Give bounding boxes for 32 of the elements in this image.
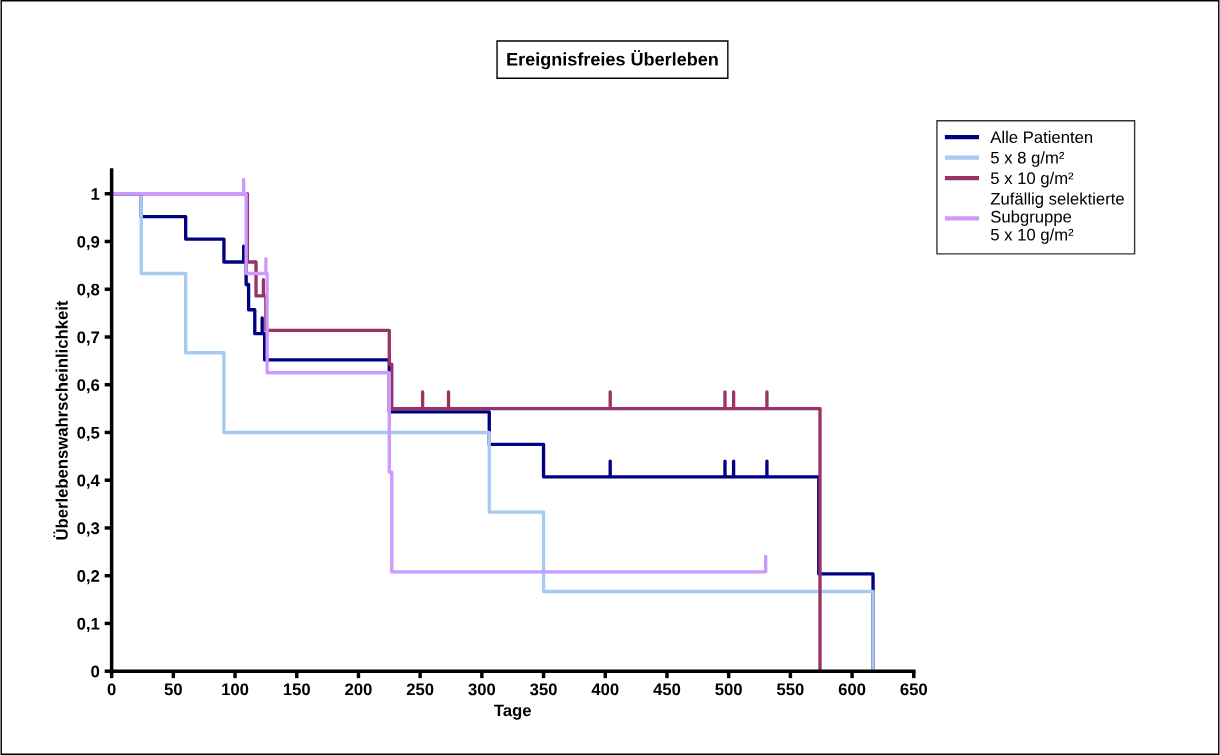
y-tick-label: 1 bbox=[91, 188, 100, 200]
chart-title: Ereignisfreies Überleben bbox=[507, 50, 718, 70]
y-tick-label: 0,3 bbox=[77, 522, 100, 537]
y-tick-label: 0,2 bbox=[77, 570, 100, 585]
y-tick-label: 0,6 bbox=[77, 379, 100, 394]
y-tick-label: 0,9 bbox=[77, 235, 100, 251]
x-tick-label: 250 bbox=[406, 683, 434, 696]
y-tick-label: 0,7 bbox=[77, 331, 100, 346]
x-tick-label: 100 bbox=[222, 683, 249, 696]
y-tick-label: 0,1 bbox=[77, 617, 100, 633]
legend-label: Zufällig selektierte Subgruppe 5 x 10 g/m² bbox=[990, 192, 1124, 244]
legend-label: Alle Patienten bbox=[990, 130, 1093, 144]
x-tick-label: 300 bbox=[468, 683, 496, 696]
x-tick-label: 550 bbox=[776, 683, 804, 696]
y-axis-title: Überlebenswahrscheinlichkeit bbox=[53, 300, 68, 540]
x-tick-label: 350 bbox=[530, 683, 557, 696]
x-tick-label: 400 bbox=[591, 683, 619, 696]
x-tick-label: 150 bbox=[283, 683, 310, 696]
x-axis-title: Tage bbox=[494, 704, 531, 720]
y-tick-label: 0,8 bbox=[77, 283, 100, 298]
x-tick-label: 0 bbox=[107, 683, 116, 696]
y-tick-label: 0,5 bbox=[77, 426, 100, 442]
x-tick-label: 500 bbox=[715, 683, 742, 696]
legend-label: 5 x 10 g/m² bbox=[990, 171, 1074, 188]
x-tick-label: 200 bbox=[345, 683, 372, 696]
x-tick-label: 650 bbox=[900, 683, 927, 696]
x-tick-label: 600 bbox=[838, 683, 866, 696]
x-tick-label: 50 bbox=[164, 683, 182, 696]
x-tick-label: 450 bbox=[653, 683, 681, 696]
y-tick-label: 0,4 bbox=[77, 474, 100, 489]
legend-label: 5 x 8 g/m² bbox=[990, 151, 1065, 167]
y-tick-label: 0 bbox=[91, 665, 100, 678]
